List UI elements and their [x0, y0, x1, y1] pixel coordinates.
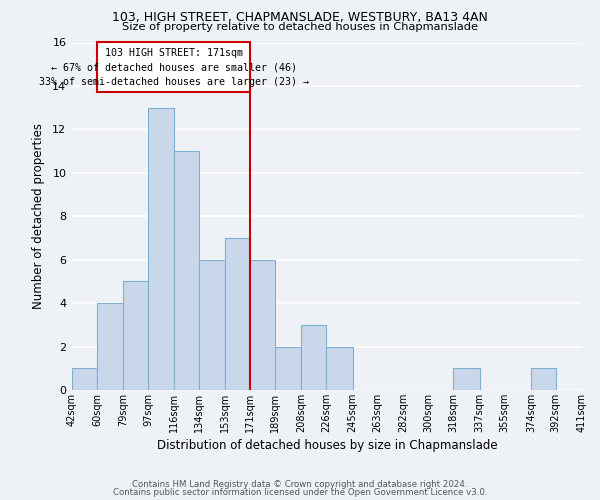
Bar — [123, 282, 148, 390]
Bar — [275, 346, 301, 390]
Bar — [326, 346, 353, 390]
Text: Contains HM Land Registry data © Crown copyright and database right 2024.: Contains HM Land Registry data © Crown c… — [132, 480, 468, 489]
Bar — [97, 303, 123, 390]
Bar — [72, 368, 97, 390]
Text: Contains public sector information licensed under the Open Government Licence v3: Contains public sector information licen… — [113, 488, 487, 497]
X-axis label: Distribution of detached houses by size in Chapmanslade: Distribution of detached houses by size … — [157, 439, 497, 452]
Text: 103 HIGH STREET: 171sqm
← 67% of detached houses are smaller (46)
33% of semi-de: 103 HIGH STREET: 171sqm ← 67% of detache… — [38, 48, 308, 87]
Y-axis label: Number of detached properties: Number of detached properties — [32, 123, 46, 309]
Bar — [531, 368, 556, 390]
Bar — [226, 238, 250, 390]
Bar — [148, 108, 174, 390]
Bar — [301, 325, 326, 390]
Bar — [199, 260, 226, 390]
Bar — [174, 151, 199, 390]
Bar — [454, 368, 480, 390]
Text: Size of property relative to detached houses in Chapmanslade: Size of property relative to detached ho… — [122, 22, 478, 32]
Text: 103, HIGH STREET, CHAPMANSLADE, WESTBURY, BA13 4AN: 103, HIGH STREET, CHAPMANSLADE, WESTBURY… — [112, 11, 488, 24]
Bar — [250, 260, 275, 390]
Bar — [97, 42, 250, 92]
